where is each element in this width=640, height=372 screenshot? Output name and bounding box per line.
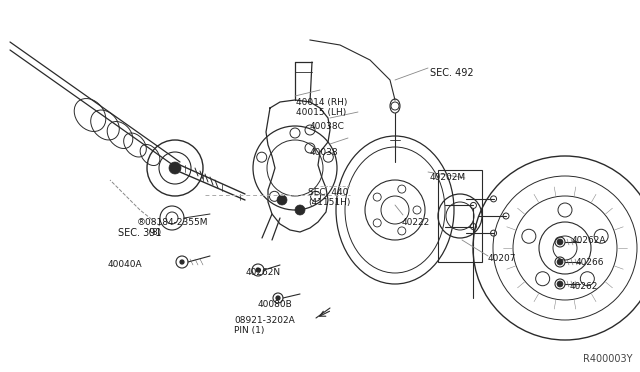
Text: R400003Y: R400003Y <box>582 354 632 364</box>
Text: SEC. 440
(41151H): SEC. 440 (41151H) <box>308 188 350 208</box>
Bar <box>438 170 482 262</box>
Circle shape <box>256 268 260 272</box>
Text: 40040A: 40040A <box>108 260 143 269</box>
Circle shape <box>557 259 563 265</box>
Text: 40207: 40207 <box>488 254 516 263</box>
Text: 40262N: 40262N <box>246 268 281 277</box>
Text: 40266: 40266 <box>576 258 605 267</box>
Text: 40202M: 40202M <box>430 173 466 182</box>
Text: 40038C: 40038C <box>310 122 345 131</box>
Circle shape <box>276 296 280 300</box>
Text: SEC. 492: SEC. 492 <box>430 68 474 78</box>
Circle shape <box>277 195 287 205</box>
Text: SEC. 391: SEC. 391 <box>118 228 161 238</box>
Circle shape <box>557 239 563 245</box>
Text: 40080B: 40080B <box>258 300 292 309</box>
Circle shape <box>557 281 563 287</box>
Text: 40038: 40038 <box>310 148 339 157</box>
Circle shape <box>169 162 181 174</box>
Text: 40262: 40262 <box>570 282 598 291</box>
Text: ®08184-2355M
    (8): ®08184-2355M (8) <box>137 218 209 237</box>
Text: 40222: 40222 <box>402 218 430 227</box>
Text: 40262A: 40262A <box>572 236 607 245</box>
Circle shape <box>180 260 184 264</box>
Circle shape <box>295 205 305 215</box>
Text: 40014 (RH)
40015 (LH): 40014 (RH) 40015 (LH) <box>296 98 348 118</box>
Text: 08921-3202A
PIN (1): 08921-3202A PIN (1) <box>234 316 295 336</box>
